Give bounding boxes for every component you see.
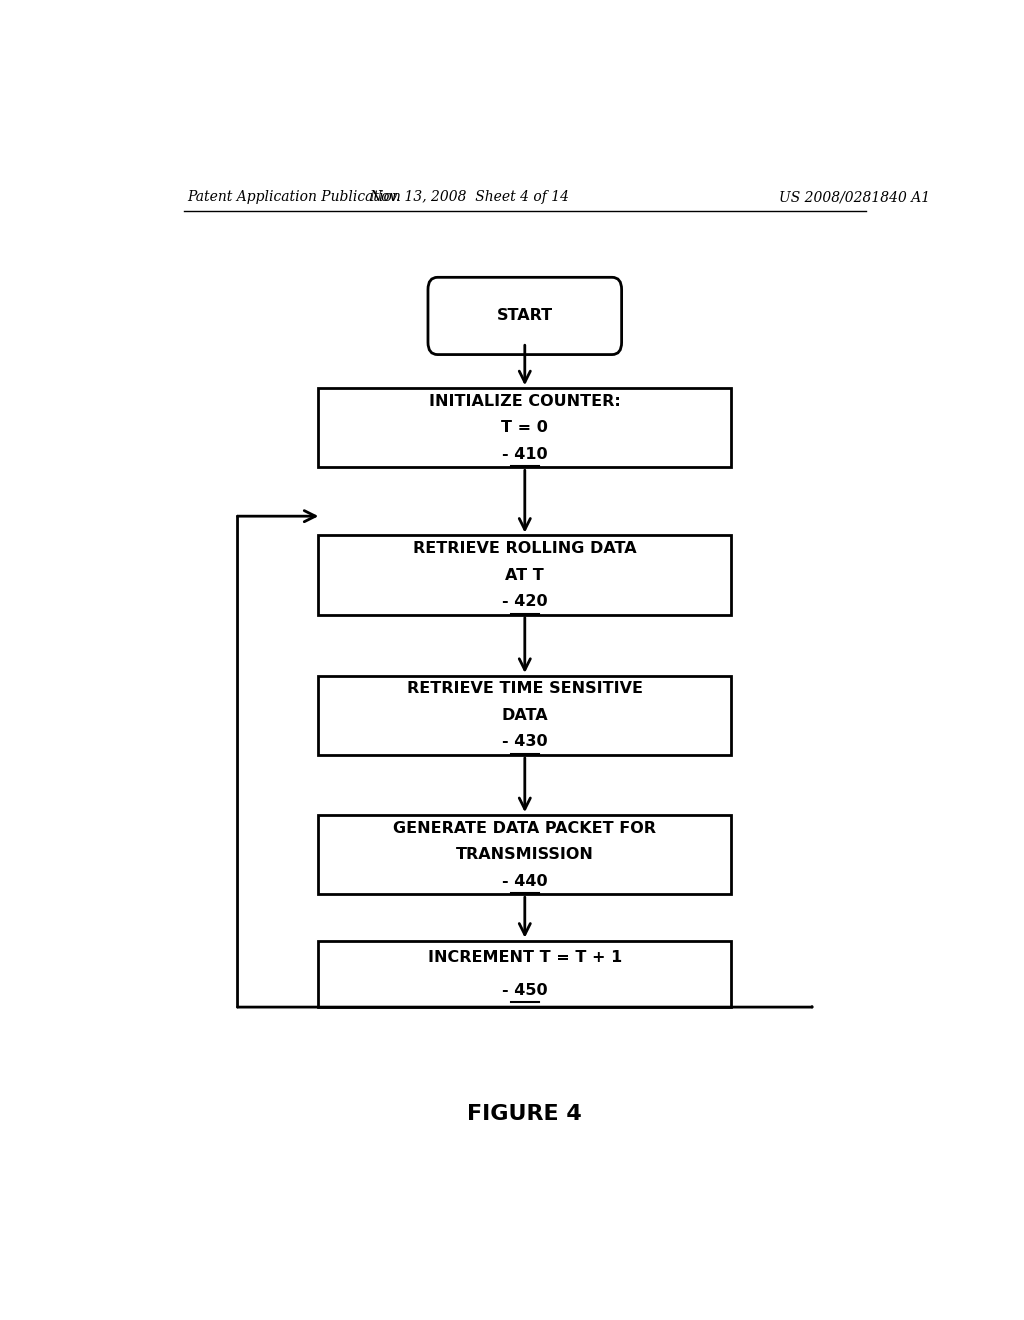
- Text: Patent Application Publication: Patent Application Publication: [187, 190, 401, 205]
- Text: INCREMENT T = T + 1: INCREMENT T = T + 1: [428, 949, 622, 965]
- Bar: [318, 814, 731, 894]
- Bar: [318, 388, 731, 467]
- Text: Nov. 13, 2008  Sheet 4 of 14: Nov. 13, 2008 Sheet 4 of 14: [370, 190, 569, 205]
- Text: AT T: AT T: [506, 568, 544, 582]
- Text: START: START: [497, 309, 553, 323]
- Text: - 450: - 450: [502, 982, 548, 998]
- Text: US 2008/0281840 A1: US 2008/0281840 A1: [778, 190, 930, 205]
- FancyBboxPatch shape: [428, 277, 622, 355]
- Text: T = 0: T = 0: [502, 420, 548, 436]
- Bar: [318, 676, 731, 755]
- Text: RETRIEVE TIME SENSITIVE: RETRIEVE TIME SENSITIVE: [407, 681, 643, 697]
- Text: DATA: DATA: [502, 708, 548, 723]
- Text: - 410: - 410: [502, 446, 548, 462]
- Text: - 440: - 440: [502, 874, 548, 888]
- Text: - 430: - 430: [502, 734, 548, 750]
- Bar: [318, 941, 731, 1007]
- Text: FIGURE 4: FIGURE 4: [467, 1104, 583, 1123]
- Text: INITIALIZE COUNTER:: INITIALIZE COUNTER:: [429, 393, 621, 409]
- Text: TRANSMISSION: TRANSMISSION: [456, 847, 594, 862]
- Text: RETRIEVE ROLLING DATA: RETRIEVE ROLLING DATA: [413, 541, 637, 556]
- Text: - 420: - 420: [502, 594, 548, 609]
- Bar: [318, 536, 731, 615]
- Text: GENERATE DATA PACKET FOR: GENERATE DATA PACKET FOR: [393, 821, 656, 836]
